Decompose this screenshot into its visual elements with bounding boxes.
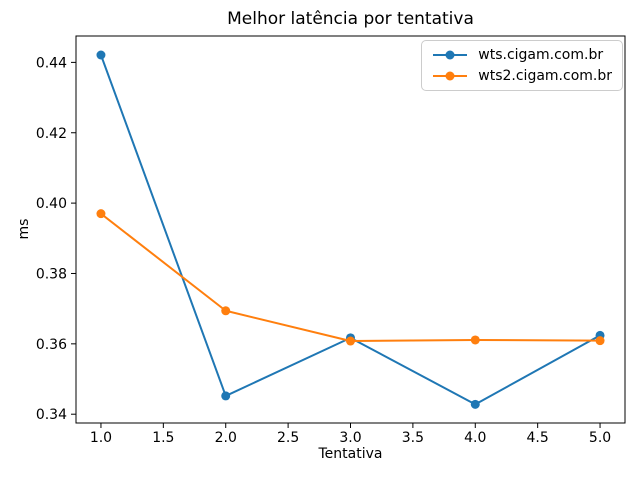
x-tick-label: 5.0 bbox=[589, 430, 611, 446]
legend-label-wts: wts.cigam.com.br bbox=[478, 47, 604, 63]
axes-frame bbox=[75, 35, 626, 424]
series-line-0 bbox=[100, 54, 601, 406]
data-point-series-1-x-5 bbox=[595, 336, 605, 346]
data-point-series-1-x-2 bbox=[221, 306, 231, 316]
chart-title: Melhor latência por tentativa bbox=[227, 9, 474, 29]
x-tick-label: 1.5 bbox=[152, 430, 174, 446]
x-axis-label: Tentativa bbox=[318, 446, 383, 462]
x-tick-label: 3.5 bbox=[402, 430, 424, 446]
legend-line-marker-icon bbox=[433, 71, 468, 81]
y-tick-label: 0.40 bbox=[36, 196, 67, 212]
legend-item-wts2: wts2.cigam.com.br bbox=[431, 68, 612, 84]
y-tick-label: 0.36 bbox=[36, 337, 67, 353]
x-tick-label: 2.0 bbox=[215, 430, 237, 446]
data-point-series-0-x-2 bbox=[221, 391, 231, 401]
x-tick-label: 2.5 bbox=[277, 430, 299, 446]
x-tick-label: 4.5 bbox=[527, 430, 549, 446]
y-tick-label: 0.42 bbox=[36, 126, 67, 142]
data-point-series-1-x-3 bbox=[346, 336, 355, 346]
y-tick-label: 0.34 bbox=[36, 407, 67, 423]
legend-label-wts2: wts2.cigam.com.br bbox=[478, 68, 612, 84]
series-line-1 bbox=[100, 212, 601, 343]
legend: wts.cigam.com.br wts2.cigam.com.br bbox=[421, 40, 623, 91]
data-point-series-0-x-4 bbox=[470, 399, 480, 409]
legend-item-wts: wts.cigam.com.br bbox=[431, 47, 612, 63]
y-tick-label: 0.38 bbox=[36, 266, 67, 282]
x-tick-label: 4.0 bbox=[464, 430, 486, 446]
y-tick-label: 0.44 bbox=[36, 55, 67, 71]
legend-line-marker-icon bbox=[433, 50, 468, 60]
data-point-series-1-x-1 bbox=[96, 209, 106, 219]
data-point-series-0-x-1 bbox=[96, 50, 106, 60]
data-point-series-1-x-4 bbox=[470, 335, 480, 345]
x-tick-label: 3.0 bbox=[339, 430, 361, 446]
x-tick-label: 1.0 bbox=[90, 430, 112, 446]
